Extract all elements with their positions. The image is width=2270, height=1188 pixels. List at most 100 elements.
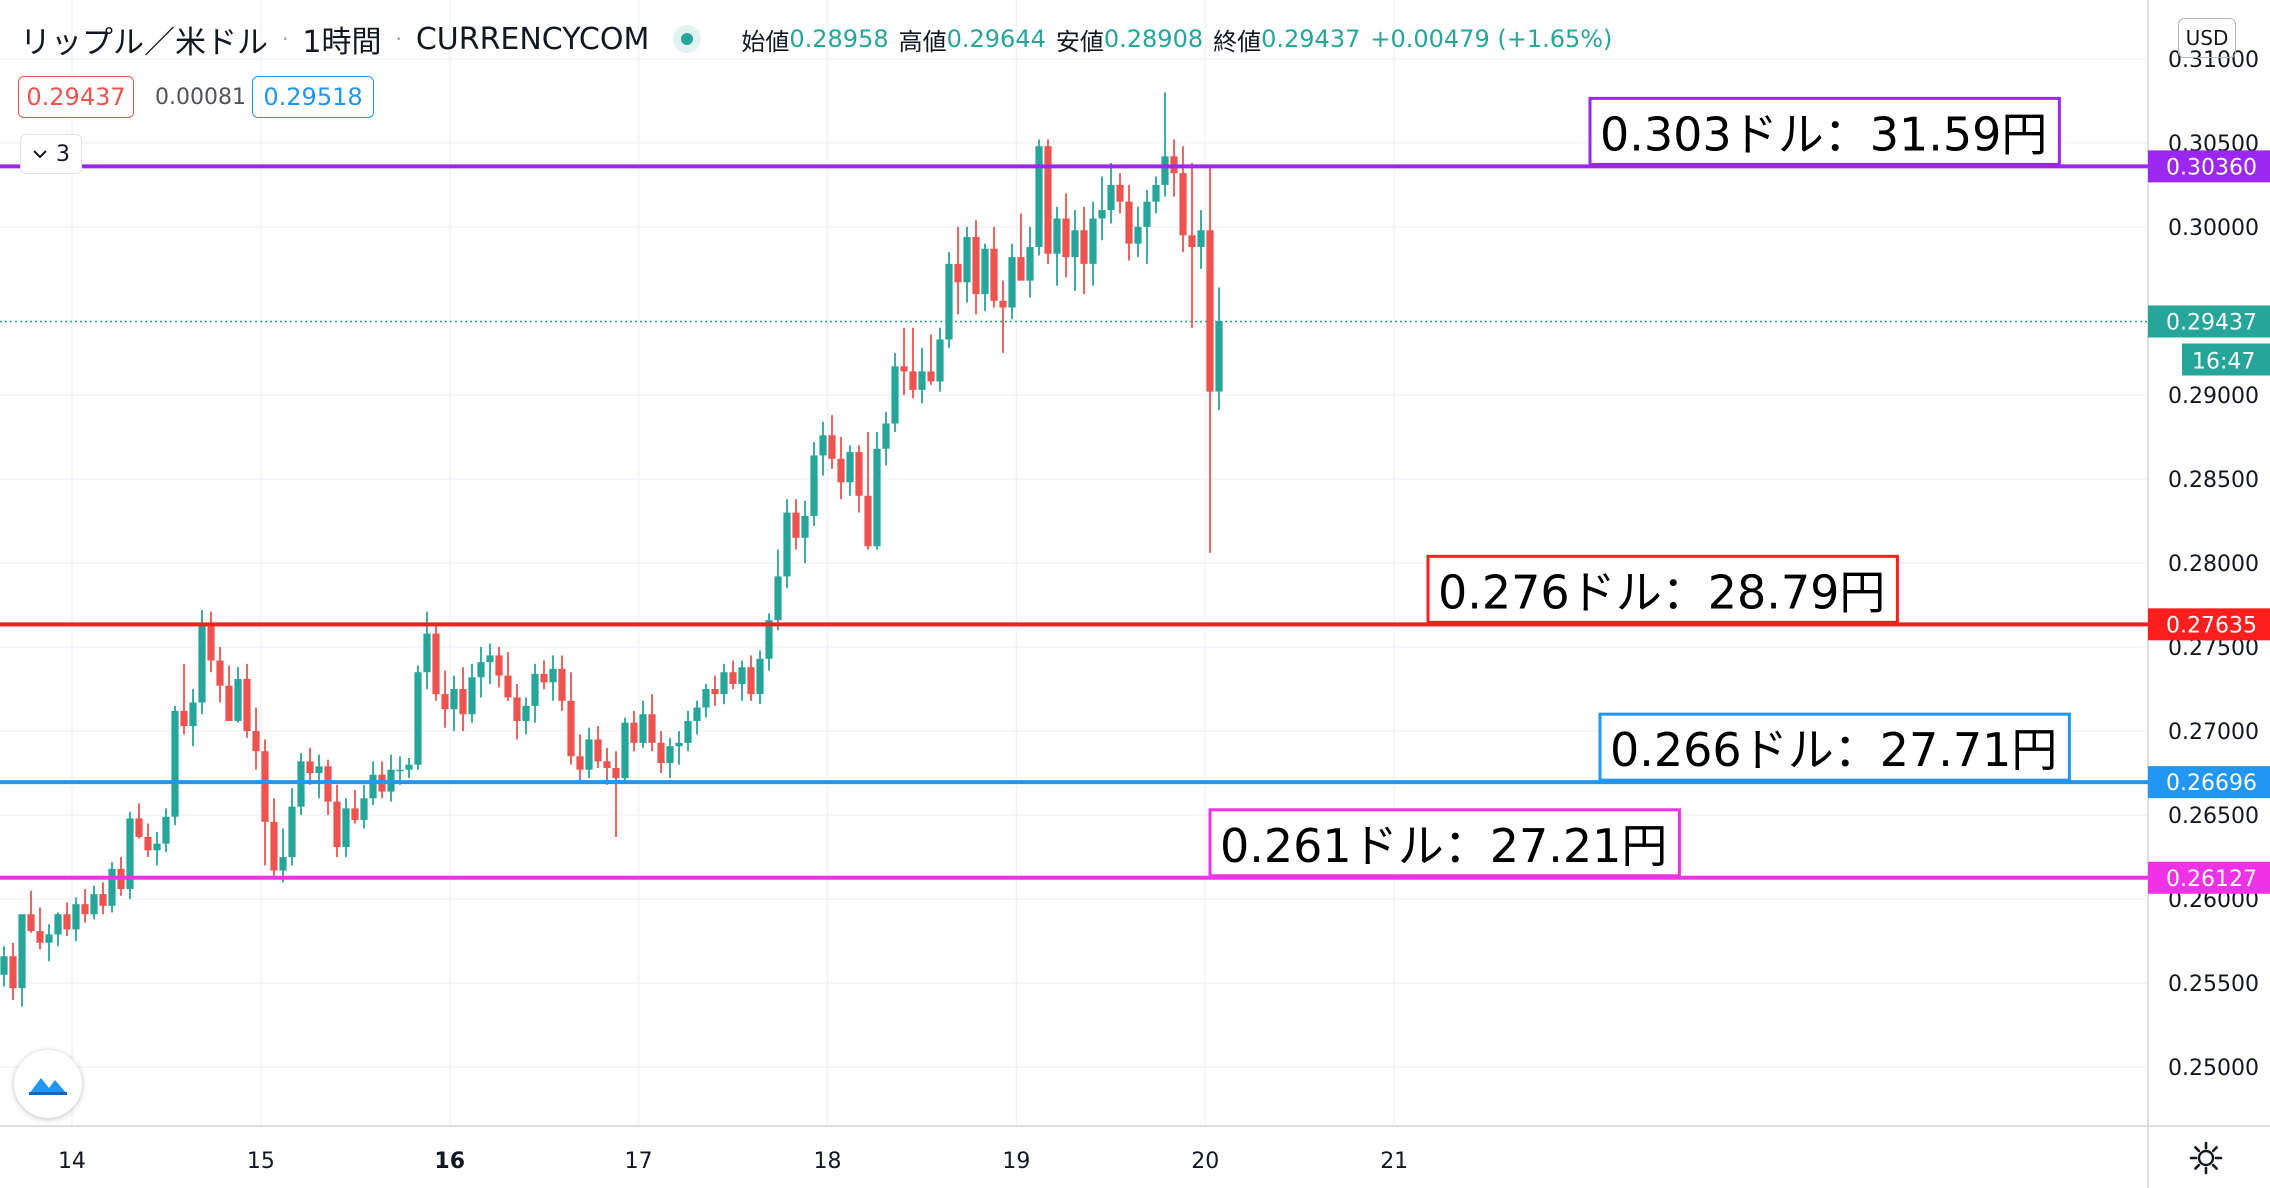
candle-body [1143,201,1151,227]
candle-body [891,366,899,424]
candle-body [837,458,845,483]
time-axis-label: 17 [625,1149,653,1174]
candle-body [918,371,926,390]
candle-body [108,868,116,906]
candle-body [90,894,98,915]
candle-body [990,248,998,301]
candle-body [873,448,881,547]
candle-body [900,366,908,372]
candle-body [180,710,188,727]
candle-body [684,720,692,743]
candle-body [27,914,35,932]
candle-body [1215,320,1223,392]
candle-body [234,678,242,721]
candle-body [765,620,773,659]
buy-price-button[interactable]: 0.29518 [252,76,374,118]
time-axis-label: 19 [1002,1149,1030,1174]
level-annotation-text[interactable]: 0.303ドル：31.59円 [1600,107,2047,161]
candle-body [477,662,485,678]
candle-body [216,660,224,686]
high-value: 0.29644 [946,25,1046,53]
candle-body [1107,184,1115,211]
candle-body [828,435,836,459]
time-axis-label: 21 [1380,1149,1408,1174]
price-axis-label: 0.31000 [2168,48,2259,73]
level-axis-badge [2148,766,2270,799]
candle-body [306,761,314,774]
candle-body [1062,218,1070,258]
currency-button[interactable]: USD [2178,18,2236,58]
candle-body [927,371,935,382]
symbol-title[interactable]: リップル／米ドル [20,24,268,61]
exchange-label: CURRENCYCOM [415,21,650,57]
candle-body [1134,226,1142,244]
separator-dot: · [282,27,289,51]
candle-body [261,751,269,822]
candle-body [432,633,440,695]
interval-label[interactable]: 1時間 [302,25,382,60]
price-axis-label: 0.29000 [2168,384,2259,409]
candle-body [846,452,854,483]
candle-body [945,263,953,340]
candle-body [783,512,791,577]
change-value: +0.00479 (+1.65%) [1370,25,1613,53]
candle-body [1206,230,1214,392]
candle-body [1071,230,1079,258]
candle-body [342,808,350,848]
price-axis-label: 0.25500 [2168,972,2259,997]
level-annotation-text[interactable]: 0.276ドル：28.79円 [1438,565,1885,619]
low-label: 安値 [1055,27,1104,56]
candle-body [369,774,377,799]
high-label: 高値 [898,27,947,56]
candle-body [558,668,566,701]
level-annotation-text[interactable]: 0.266ドル：27.71円 [1610,723,2057,777]
candle-body [1161,156,1169,185]
level-annotation-text[interactable]: 0.261ドル：27.21円 [1220,819,1667,873]
open-value: 0.28958 [789,25,889,53]
candle-body [1125,201,1133,244]
candle-body [414,672,422,765]
level-axis-badge [2148,861,2270,894]
price-axis-label: 0.25000 [2168,1056,2259,1081]
candle-body [405,764,413,770]
market-status-icon[interactable] [673,25,702,53]
candle-body [531,673,539,706]
candle-body [738,667,746,685]
candle-body [774,576,782,621]
candle-body [171,710,179,817]
candle-body [459,689,467,715]
indicators-toggle[interactable]: 3 [20,134,82,174]
candle-body [333,801,341,848]
legend-header: リップル／米ドル · 1時間 · CURRENCYCOM 始値 0.28958 … [20,14,1612,64]
candle-body [0,956,8,975]
candle-body [1053,218,1061,254]
candle-body [198,625,206,703]
price-axis-label: 0.27000 [2168,720,2259,745]
candle-body [360,798,368,821]
candle-body [1098,210,1106,219]
candle-body [1197,230,1205,248]
level-axis-badge [2148,608,2270,641]
level-axis-label: 0.30360 [2166,155,2257,180]
open-label: 始値 [741,27,790,56]
candle-body [504,675,512,698]
candle-body [1188,235,1196,248]
close-label: 終値 [1213,27,1262,56]
candle-body [720,672,728,695]
spread-value: 0.00081 [155,84,246,110]
candle-body [594,739,602,762]
settings-gear-icon[interactable] [2188,1140,2224,1176]
sell-price-button[interactable]: 0.29437 [18,76,134,118]
candle-body [126,818,134,890]
time-axis-label: 18 [814,1149,842,1174]
level-annotation-box [1588,96,2061,166]
candle-body [1035,146,1043,248]
time-axis-label: 14 [58,1149,86,1174]
candle-body [576,756,584,770]
candle-body [630,722,638,743]
candle-body [855,452,863,496]
candle-body [396,769,404,772]
candle-body [675,742,683,747]
tradingview-logo-icon[interactable] [14,1050,82,1118]
